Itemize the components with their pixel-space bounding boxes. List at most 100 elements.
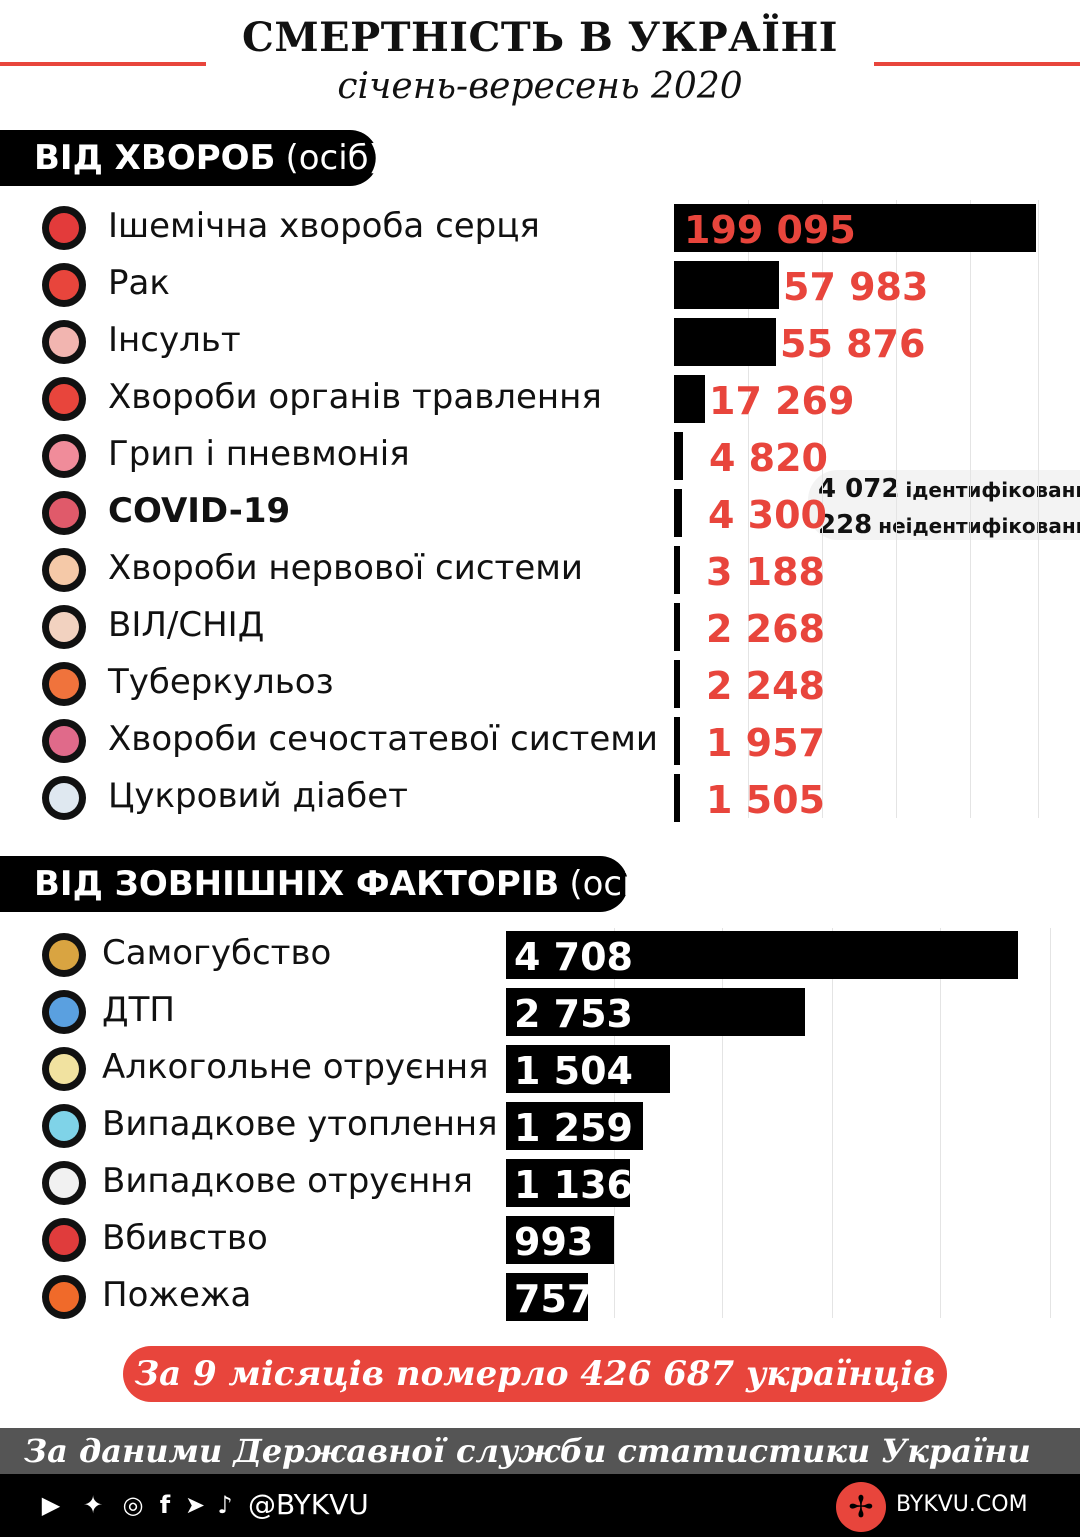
facebook-icon[interactable]: f — [159, 1491, 171, 1519]
external-bar — [506, 988, 805, 1036]
skull-icon — [42, 1161, 86, 1205]
diseases-bar — [674, 204, 1036, 252]
noose-icon — [42, 933, 86, 977]
diseases-category-label: Хвороби нервової системи — [108, 548, 584, 588]
site-link[interactable]: BYKVU.COM — [896, 1492, 1028, 1517]
diseases-category-label: Хвороби органів травлення — [108, 377, 602, 417]
noose-icon-fill — [49, 940, 79, 970]
diseases-category-label: Ішемічна хвороба серця — [108, 206, 540, 246]
external-category-label: Самогубство — [102, 933, 332, 973]
covid-identified-label: ідентифікований — [905, 478, 1080, 502]
diseases-category-label: Інсульт — [108, 320, 241, 360]
diseases-bar — [674, 774, 680, 822]
diseases-category-label: Грип і пневмонія — [108, 434, 410, 474]
diseases-bar — [674, 546, 680, 594]
external-value-label: 1 504 — [514, 1049, 633, 1093]
diseases-value-label: 57 983 — [783, 265, 929, 309]
external-bar — [506, 1045, 670, 1093]
lungs-flu-icon-fill — [49, 441, 79, 471]
diseases-category-label: COVID-19 — [108, 491, 291, 531]
title-rule-left — [0, 62, 206, 66]
youtube-icon[interactable]: ▶ — [41, 1491, 61, 1519]
covid-identified-note: 4 072ідентифікований — [818, 474, 1080, 504]
covid-identified-value: 4 072 — [818, 474, 900, 504]
diseases-value-label: 4 300 — [708, 493, 827, 537]
diseases-bar — [674, 375, 705, 423]
cancer-cell-icon — [42, 263, 86, 307]
fire-icon-fill — [49, 1282, 79, 1312]
skull-icon-fill — [49, 1168, 79, 1198]
section-external-unit: (осіб) — [569, 864, 666, 904]
external-category-label: Вбивство — [102, 1218, 268, 1258]
external-value-label: 4 708 — [514, 935, 633, 979]
total-deaths-banner: За 9 місяців померло 426 687 українців — [123, 1346, 947, 1402]
diseases-bar — [674, 432, 683, 480]
diseases-value-label: 4 820 — [709, 436, 828, 480]
external-category-label: Випадкове утоплення — [102, 1104, 498, 1144]
footer: ▶ ✦ ◎ f ➤ ♪ @BYKVU ✢ BYKVU.COM — [0, 1474, 1080, 1537]
covid-unidentified-value: 228 — [818, 510, 873, 540]
tiktok-icon[interactable]: ♪ — [217, 1491, 233, 1519]
diseases-bar — [674, 717, 680, 765]
fire-icon — [42, 1275, 86, 1319]
lungs-flu-icon — [42, 434, 86, 478]
stomach-icon — [42, 377, 86, 421]
external-value-label: 757 — [514, 1277, 594, 1321]
bykvu-logo-icon: ✢ — [836, 1482, 886, 1532]
external-value-label: 1 259 — [514, 1106, 633, 1150]
diseases-bar — [674, 660, 680, 708]
diseases-value-label: 1 957 — [706, 721, 825, 765]
diseases-category-label: Хвороби сечостатевої системи — [108, 719, 658, 759]
telegram-icon[interactable]: ➤ — [184, 1491, 206, 1519]
diseases-value-label: 55 876 — [780, 322, 926, 366]
diseases-category-label: ВІЛ/СНІД — [108, 605, 265, 645]
glucose-meter-icon-fill — [49, 783, 79, 813]
external-gridline — [940, 928, 941, 1318]
heart-icon — [42, 206, 86, 250]
diseases-gridline — [1038, 200, 1039, 818]
diseases-gridline — [896, 200, 897, 818]
virus-icon-fill — [49, 498, 79, 528]
section-diseases-title: ВІД ХВОРОБ — [34, 138, 276, 178]
diseases-value-label: 1 505 — [706, 778, 825, 822]
external-category-label: Алкогольне отруєння — [102, 1047, 489, 1087]
knife-icon-fill — [49, 1225, 79, 1255]
external-value-label: 1 136 — [514, 1163, 633, 1207]
diseases-category-label: Рак — [108, 263, 170, 303]
covid-breakdown-callout — [808, 470, 1080, 540]
ribbon-hand-icon-fill — [49, 612, 79, 642]
social-handle[interactable]: @BYKVU — [248, 1488, 369, 1521]
external-value-label: 2 753 — [514, 992, 633, 1036]
ribbon-hand-icon — [42, 605, 86, 649]
external-gridline — [722, 928, 723, 1318]
external-category-label: Випадкове отруєння — [102, 1161, 473, 1201]
virus-icon — [42, 491, 86, 535]
twitter-icon[interactable]: ✦ — [82, 1491, 104, 1519]
covid-unidentified-note: 228неідентифікований — [818, 510, 1080, 540]
drowning-hand-icon-fill — [49, 1111, 79, 1141]
external-bar — [506, 931, 1018, 979]
nervous-head-icon-fill — [49, 555, 79, 585]
lungs-icon-fill — [49, 669, 79, 699]
diseases-value-label: 17 269 — [709, 379, 855, 423]
diseases-value-label: 199 095 — [684, 208, 856, 252]
source-note: За даними Державної служби статистики Ук… — [0, 1428, 1080, 1474]
wine-glass-icon-fill — [49, 1054, 79, 1084]
car-crash-icon — [42, 990, 86, 1034]
diseases-gridline — [822, 200, 823, 818]
page-subtitle: січень-вересень 2020 — [337, 66, 743, 107]
drowning-hand-icon — [42, 1104, 86, 1148]
external-bar — [506, 1159, 630, 1207]
section-diseases-unit: (осіб) — [285, 138, 382, 178]
external-bar — [506, 1102, 643, 1150]
external-category-label: Пожежа — [102, 1275, 252, 1315]
external-value-label: 993 — [514, 1220, 594, 1264]
external-category-label: ДТП — [102, 990, 175, 1030]
external-gridline — [832, 928, 833, 1318]
diseases-value-label: 3 188 — [706, 550, 825, 594]
diseases-gridline — [748, 200, 749, 818]
car-crash-icon-fill — [49, 997, 79, 1027]
external-bar — [506, 1273, 588, 1321]
instagram-icon[interactable]: ◎ — [122, 1491, 144, 1519]
diseases-category-label: Цукровий діабет — [108, 776, 408, 816]
